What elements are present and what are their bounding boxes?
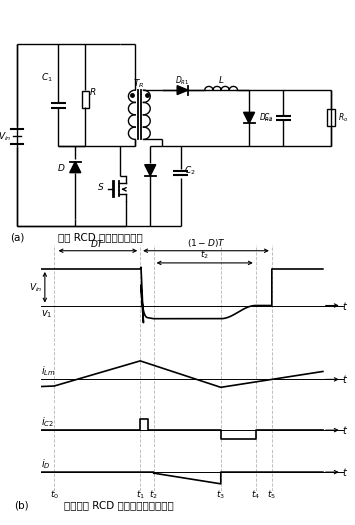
Text: $R_o$: $R_o$ (338, 112, 349, 124)
Text: (a): (a) (11, 233, 25, 243)
Text: $t_3$: $t_3$ (216, 489, 225, 501)
Text: $D_{R2}$: $D_{R2}$ (258, 112, 273, 124)
Text: $t$: $t$ (342, 424, 348, 436)
Text: $t_1$: $t_1$ (136, 489, 145, 501)
Text: $i_{C2}$: $i_{C2}$ (42, 415, 54, 429)
Text: $i_D$: $i_D$ (42, 457, 51, 471)
Text: $L$: $L$ (218, 75, 224, 86)
Polygon shape (145, 165, 156, 176)
Text: $t$: $t$ (342, 466, 348, 478)
Text: $t_2$: $t_2$ (149, 489, 158, 501)
Text: 谐振 RCD 复位正激变换器: 谐振 RCD 复位正激变换器 (58, 233, 143, 243)
Text: $(1-D)T$: $(1-D)T$ (187, 237, 225, 249)
Text: $t_0$: $t_0$ (50, 489, 59, 501)
Text: $T_R$: $T_R$ (133, 77, 144, 90)
Text: $C_1$: $C_1$ (42, 72, 53, 85)
Text: $V_{in}$: $V_{in}$ (0, 130, 11, 143)
Text: (b): (b) (14, 500, 29, 510)
Text: $t$: $t$ (342, 299, 348, 311)
Polygon shape (177, 86, 188, 94)
Text: $V_{in}$: $V_{in}$ (29, 281, 42, 293)
Text: $D$: $D$ (57, 162, 66, 173)
Bar (327, 109, 335, 127)
Text: $C_o$: $C_o$ (263, 112, 273, 124)
Text: $t_2$: $t_2$ (200, 249, 209, 261)
Text: $S$: $S$ (97, 181, 104, 192)
Text: $C_2$: $C_2$ (184, 164, 196, 177)
Text: $DT$: $DT$ (90, 238, 105, 249)
Text: $t_4$: $t_4$ (251, 489, 260, 501)
Text: $i_{Lm}$: $i_{Lm}$ (42, 364, 56, 378)
Text: 谐振复位 RCD 正激变换器工作波形: 谐振复位 RCD 正激变换器工作波形 (64, 500, 174, 510)
Text: $R$: $R$ (89, 86, 97, 97)
Text: $t$: $t$ (342, 373, 348, 385)
Bar (82, 91, 89, 108)
Polygon shape (244, 112, 255, 123)
Text: $D_{R1}$: $D_{R1}$ (175, 75, 190, 87)
Text: $v_1$: $v_1$ (42, 308, 53, 320)
Polygon shape (70, 162, 81, 173)
Text: $t_5$: $t_5$ (267, 489, 276, 501)
